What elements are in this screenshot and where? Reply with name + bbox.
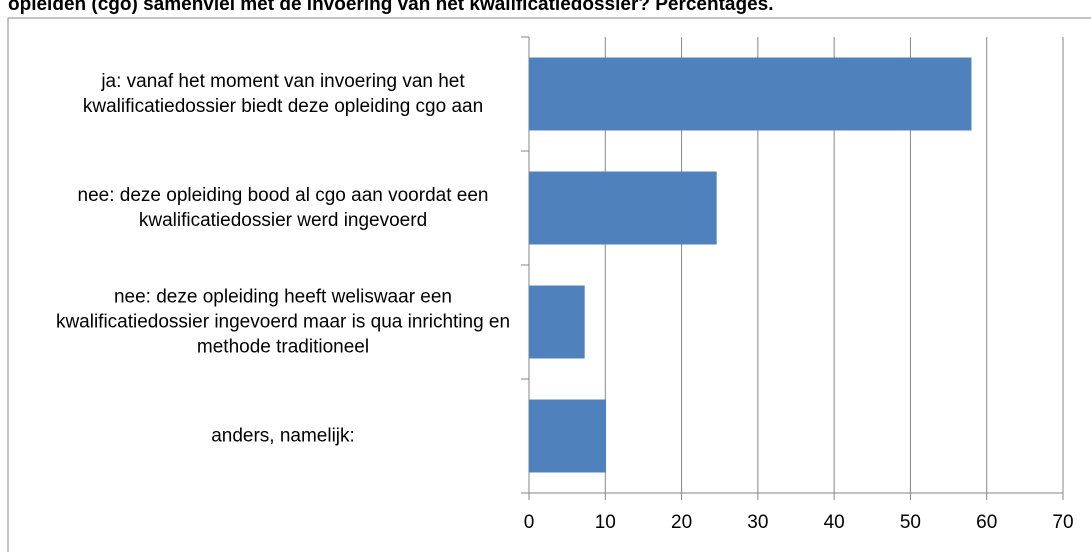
x-tick-label: 30 — [747, 512, 768, 533]
x-tick-label: 20 — [671, 512, 692, 533]
x-tick-label: 10 — [595, 512, 616, 533]
x-tick-label: 50 — [900, 512, 921, 533]
y-tick-label: nee: deze opleiding heeft weliswaar een … — [55, 286, 511, 358]
x-tick-label: 70 — [1052, 512, 1073, 533]
x-tick-label: 0 — [524, 512, 535, 533]
bar — [529, 399, 607, 473]
y-tick-label: nee: deze opleiding bood al cgo aan voor… — [77, 185, 489, 231]
x-tick-label: 60 — [976, 512, 997, 533]
x-tick-label: 40 — [824, 512, 845, 533]
chart-title: opleiden (cgo) samenviel met de invoerin… — [8, 0, 774, 15]
y-tick-label: ja: vanaf het moment van invoering van h… — [82, 71, 484, 117]
bar — [529, 171, 717, 245]
bar — [529, 285, 585, 359]
chart-border — [7, 17, 1091, 552]
bar — [529, 57, 972, 131]
y-tick-label: anders, namelijk: — [211, 425, 355, 447]
